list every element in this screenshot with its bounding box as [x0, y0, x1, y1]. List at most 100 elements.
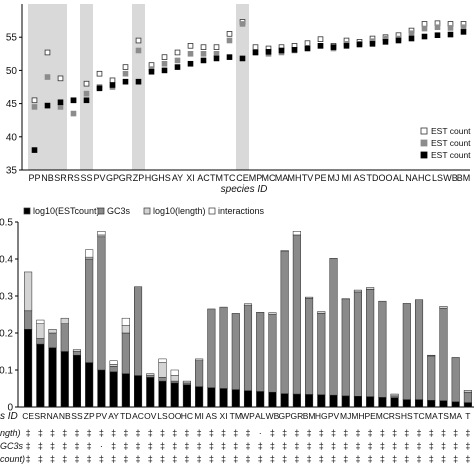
table-cell: ‡ — [209, 428, 214, 438]
legend-label: log10(length) — [153, 206, 206, 216]
bar-segment — [207, 308, 216, 389]
bar-segment — [378, 300, 387, 398]
table-cell: ‡ — [355, 428, 360, 438]
x-tick-label: MA — [425, 411, 438, 421]
x-tick-label: NB — [59, 411, 71, 421]
bar-segment — [24, 310, 33, 330]
data-point — [70, 110, 77, 117]
data-point — [96, 70, 103, 77]
x-tick-label: TD — [367, 173, 379, 183]
x-tick-label: MC — [376, 411, 389, 421]
data-point — [460, 24, 467, 31]
table-row-label: ngth) — [0, 428, 21, 438]
bar-segment — [36, 338, 45, 345]
bar-segment — [390, 393, 399, 397]
table-cell: ‡ — [343, 454, 348, 464]
bar-segment — [231, 313, 240, 390]
table-cell: ‡ — [160, 428, 165, 438]
data-point — [109, 82, 116, 88]
table-cell: ‡ — [221, 454, 226, 464]
bar-segment — [146, 375, 155, 378]
data-point — [161, 60, 168, 67]
table-cell: ‡ — [148, 428, 153, 438]
x-tick-label: PE — [314, 173, 326, 183]
x-tick-label: SS — [71, 411, 83, 421]
data-point — [187, 43, 194, 49]
x-tick-label: AY — [108, 411, 119, 421]
table-cell: ‡ — [417, 428, 422, 438]
data-point — [200, 51, 207, 57]
table-cell: ‡ — [26, 441, 31, 451]
x-tick-label: OO — [378, 173, 392, 183]
bar-segment — [341, 395, 350, 408]
table-cell: ‡ — [368, 454, 373, 464]
data-point — [109, 77, 116, 84]
bar-segment — [158, 377, 167, 382]
x-tick-label: MH — [351, 411, 364, 421]
table-cell: ‡ — [245, 441, 250, 451]
table-cell: ‡ — [123, 441, 128, 451]
bar-segment — [353, 396, 362, 408]
x-tick-label: PV — [96, 411, 108, 421]
data-point — [239, 55, 246, 62]
bar-segment — [427, 355, 436, 401]
legend-swatch — [208, 207, 216, 215]
x-tick-label: TM — [230, 411, 242, 421]
bar-segment — [158, 358, 167, 363]
table-cell: ‡ — [307, 441, 312, 451]
data-point — [135, 37, 142, 44]
table-cell: ‡ — [99, 454, 104, 464]
table-cell: ‡ — [99, 428, 104, 438]
bar-segment — [463, 390, 472, 393]
bar-segment — [60, 317, 69, 325]
x-label-prefix: s ID — [0, 411, 18, 422]
data-point — [239, 21, 246, 27]
x-tick-label: NA — [405, 173, 418, 183]
legend-swatch — [143, 207, 151, 215]
data-point — [31, 104, 38, 110]
table-cell: ‡ — [465, 441, 470, 451]
x-tick-label: MI — [342, 173, 352, 183]
x-tick-label: BM — [303, 411, 316, 421]
bar-segment — [85, 249, 94, 258]
table-cell: ‡ — [62, 428, 67, 438]
data-point — [434, 32, 441, 39]
table-cell: ‡ — [184, 454, 189, 464]
highlight-band — [132, 4, 145, 170]
x-tick-label: RS — [389, 411, 401, 421]
data-point — [252, 49, 259, 56]
bar-segment — [366, 287, 375, 290]
x-tick-label: TC — [224, 173, 236, 183]
bar-segment — [195, 360, 204, 387]
data-point — [317, 36, 324, 42]
bar-segment — [109, 364, 118, 367]
table-cell: ‡ — [111, 441, 116, 451]
x-tick-label: LS — [157, 411, 168, 421]
data-point — [174, 57, 181, 64]
data-point — [31, 97, 38, 104]
x-tick-label: AC — [197, 173, 210, 183]
table-cell: ‡ — [404, 441, 409, 451]
data-point — [44, 102, 51, 109]
bar-segment — [256, 391, 265, 408]
x-tick-label: RS — [67, 173, 80, 183]
table-cell: ‡ — [111, 454, 116, 464]
data-point — [44, 49, 51, 56]
x-axis-label: species ID — [221, 184, 268, 195]
x-tick-label: MI — [194, 411, 203, 421]
table-cell: · — [100, 441, 103, 451]
data-point — [31, 147, 38, 153]
x-tick-labels: CE SR NA NB SS ZP PV AY TD AC OV LS OO HC MI AS XI TM WP AL… — [22, 411, 470, 421]
table-cell: ‡ — [404, 428, 409, 438]
table-cell: ‡ — [465, 428, 470, 438]
legend-label: GC3s — [107, 206, 131, 216]
bar-segment — [219, 306, 228, 389]
bar-segment — [36, 319, 45, 324]
table-cell: ‡ — [294, 428, 299, 438]
bar-segment — [182, 380, 191, 384]
bar-segment — [121, 373, 130, 408]
legend-marker — [420, 127, 428, 135]
table-cell: ‡ — [87, 441, 92, 451]
table-cell: ‡ — [233, 454, 238, 464]
bar-segment — [121, 317, 130, 326]
